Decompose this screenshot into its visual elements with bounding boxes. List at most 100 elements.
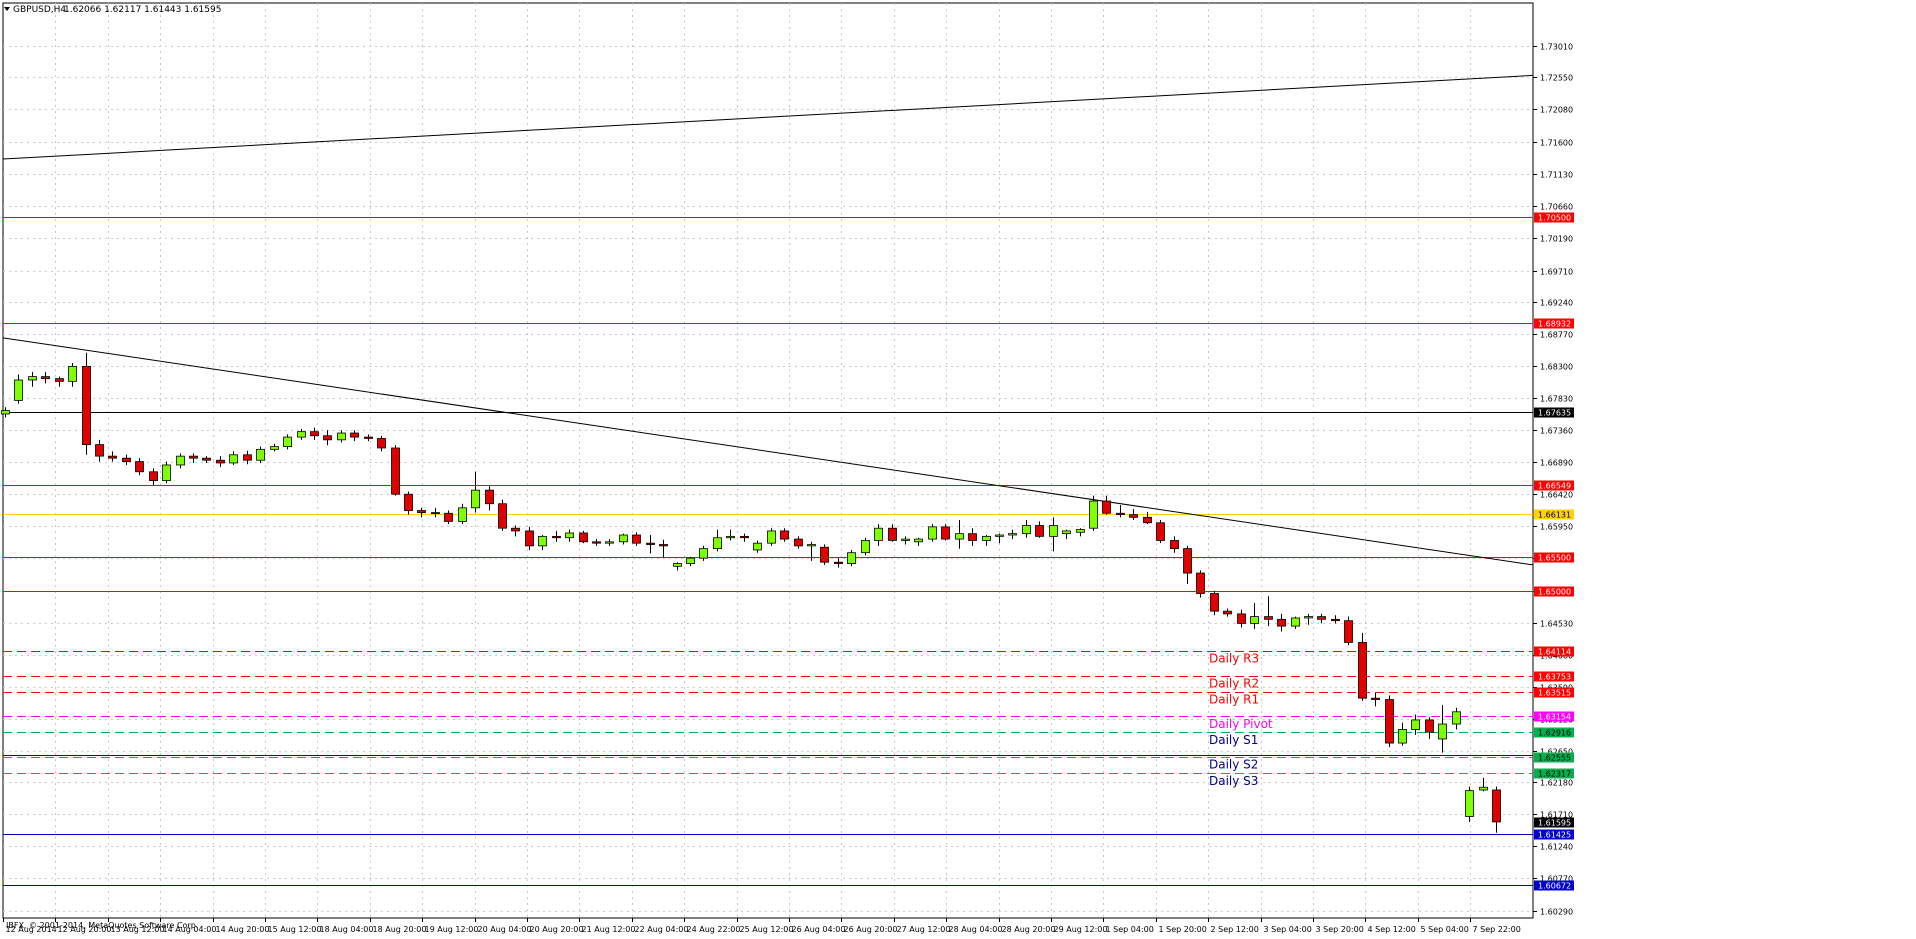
- candle-bull[interactable]: [471, 489, 480, 509]
- candle-bull[interactable]: [1479, 786, 1488, 791]
- candle-bull[interactable]: [176, 455, 185, 466]
- candle-bear[interactable]: [941, 526, 950, 540]
- candle-bull[interactable]: [565, 532, 574, 539]
- candle-bear[interactable]: [1196, 572, 1205, 594]
- candle-bear[interactable]: [41, 376, 50, 380]
- candle-bear[interactable]: [511, 527, 520, 532]
- candle-bear[interactable]: [1317, 616, 1326, 620]
- candle-bear[interactable]: [82, 365, 91, 445]
- candle-bear[interactable]: [202, 457, 211, 461]
- candle-bear[interactable]: [1277, 618, 1286, 627]
- candle-bull[interactable]: [928, 526, 937, 540]
- candle-bear[interactable]: [498, 503, 507, 529]
- candle-bull[interactable]: [1304, 616, 1313, 619]
- candle-bull[interactable]: [874, 527, 883, 541]
- candle-bear[interactable]: [834, 561, 843, 564]
- candle-bull[interactable]: [1465, 790, 1474, 817]
- candle-bear[interactable]: [1129, 514, 1138, 518]
- candle-bull[interactable]: [1438, 723, 1447, 740]
- candle-bull[interactable]: [914, 538, 923, 543]
- candle-bear[interactable]: [485, 489, 494, 505]
- candle-bear[interactable]: [1035, 525, 1044, 537]
- candle-bear[interactable]: [740, 535, 749, 539]
- candle-bear[interactable]: [1492, 789, 1501, 823]
- candle-bull[interactable]: [753, 542, 762, 551]
- candle-bull[interactable]: [270, 446, 279, 450]
- candle-bear[interactable]: [404, 493, 413, 511]
- candle-bear[interactable]: [55, 378, 64, 382]
- candle-bear[interactable]: [364, 436, 373, 439]
- dropdown-triangle-icon[interactable]: [4, 7, 10, 11]
- candle-bear[interactable]: [1156, 522, 1165, 541]
- candle-bear[interactable]: [189, 455, 198, 459]
- trendline[interactable]: [2, 337, 1534, 566]
- candle-bull[interactable]: [955, 533, 964, 540]
- candle-bull[interactable]: [1062, 530, 1071, 535]
- candle-bull[interactable]: [538, 535, 547, 547]
- candle-bull[interactable]: [699, 548, 708, 559]
- candle-bull[interactable]: [1049, 525, 1058, 537]
- candle-bear[interactable]: [1210, 593, 1219, 612]
- candle-bear[interactable]: [820, 546, 829, 563]
- candle-bull[interactable]: [995, 534, 1004, 537]
- candle-bull[interactable]: [1398, 729, 1407, 744]
- candle-bear[interactable]: [632, 534, 641, 544]
- candle-bull[interactable]: [1022, 525, 1031, 535]
- candle-bull[interactable]: [713, 537, 722, 550]
- candle-bull[interactable]: [861, 540, 870, 554]
- candle-bear[interactable]: [350, 432, 359, 438]
- candle-bear[interactable]: [444, 512, 453, 522]
- candle-bear[interactable]: [525, 530, 534, 547]
- candle-bull[interactable]: [458, 507, 467, 522]
- candle-bull[interactable]: [982, 535, 991, 541]
- candle-bear[interactable]: [391, 447, 400, 495]
- candle-bull[interactable]: [229, 454, 238, 464]
- candle-bull[interactable]: [807, 544, 816, 547]
- candle-bear[interactable]: [216, 459, 225, 464]
- candle-bear[interactable]: [780, 530, 789, 540]
- candle-bear[interactable]: [108, 455, 117, 459]
- candle-bear[interactable]: [323, 435, 332, 441]
- candle-bull[interactable]: [605, 541, 614, 544]
- candle-bull[interactable]: [767, 530, 776, 544]
- candle-bull[interactable]: [901, 538, 910, 541]
- candle-bull[interactable]: [68, 365, 77, 382]
- candle-bull[interactable]: [1452, 711, 1461, 725]
- candle-bear[interactable]: [1237, 613, 1246, 624]
- candle-bull[interactable]: [1250, 616, 1259, 624]
- candle-bear[interactable]: [310, 431, 319, 437]
- candle-bull[interactable]: [337, 432, 346, 441]
- candle-bear[interactable]: [1223, 610, 1232, 615]
- candle-bear[interactable]: [592, 541, 601, 544]
- candle-bull[interactable]: [256, 448, 265, 461]
- candle-bull[interactable]: [14, 379, 23, 401]
- candle-bull[interactable]: [283, 436, 292, 448]
- candle-bear[interactable]: [1183, 548, 1192, 574]
- candle-bear[interactable]: [95, 444, 104, 457]
- candle-bear[interactable]: [1344, 620, 1353, 643]
- candle-bull[interactable]: [162, 464, 171, 482]
- candle-bear[interactable]: [1143, 516, 1152, 524]
- candle-bear[interactable]: [1358, 642, 1367, 699]
- candle-bear[interactable]: [579, 532, 588, 543]
- candle-bear[interactable]: [1264, 616, 1273, 620]
- candle-bull[interactable]: [1076, 529, 1085, 533]
- candle-bear[interactable]: [431, 512, 440, 514]
- candle-bull[interactable]: [297, 431, 306, 438]
- candle-bull[interactable]: [1008, 533, 1017, 536]
- candle-bull[interactable]: [1, 410, 10, 415]
- candle-bear[interactable]: [1385, 699, 1394, 744]
- candle-bull[interactable]: [673, 563, 682, 567]
- candle-bear[interactable]: [646, 542, 655, 545]
- candle-bear[interactable]: [1116, 512, 1125, 516]
- candle-bull[interactable]: [686, 557, 695, 564]
- candle-bull[interactable]: [847, 552, 856, 564]
- candle-bull[interactable]: [726, 535, 735, 539]
- candle-bear[interactable]: [888, 527, 897, 541]
- candle-bear[interactable]: [122, 457, 131, 462]
- candle-bull[interactable]: [1089, 500, 1098, 529]
- candle-bear[interactable]: [659, 544, 668, 547]
- candle-bear[interactable]: [149, 471, 158, 482]
- trendline[interactable]: [2, 74, 1534, 160]
